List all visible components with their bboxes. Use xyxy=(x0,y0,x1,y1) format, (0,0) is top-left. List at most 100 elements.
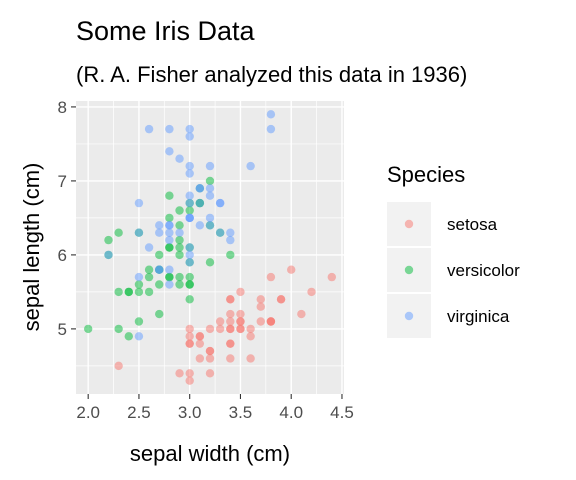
virginica-point xyxy=(165,221,174,230)
versicolor-point xyxy=(124,287,133,297)
legend-swatch-setosa xyxy=(404,219,414,229)
virginica-point xyxy=(185,250,194,260)
setosa-point xyxy=(266,272,276,282)
virginica-point xyxy=(226,228,235,237)
versicolor-point xyxy=(175,272,184,282)
virginica-point xyxy=(195,198,205,208)
setosa-point xyxy=(175,369,184,378)
y-axis-ticks: 5 6 7 8 xyxy=(58,98,76,339)
virginica-point xyxy=(134,272,144,282)
versicolor-point xyxy=(165,191,174,200)
setosa-point xyxy=(215,317,225,326)
versicolor-point xyxy=(185,280,194,289)
versicolor-point xyxy=(205,258,215,267)
virginica-point xyxy=(165,235,174,245)
legend-label-setosa: setosa xyxy=(447,215,498,234)
setosa-point xyxy=(276,295,286,304)
setosa-point xyxy=(256,302,265,311)
legend: Species setosa versicolor virginica xyxy=(387,162,520,338)
virginica-point xyxy=(205,213,215,223)
virginica-point xyxy=(165,228,174,237)
virginica-point xyxy=(266,124,276,134)
versicolor-point xyxy=(144,265,154,274)
setosa-point xyxy=(256,317,265,326)
versicolor-point xyxy=(134,317,144,326)
virginica-point xyxy=(185,243,194,252)
virginica-point xyxy=(205,161,215,171)
chart-title: Some Iris Data xyxy=(76,16,256,46)
virginica-point xyxy=(144,124,154,134)
setosa-point xyxy=(205,346,215,356)
versicolor-point xyxy=(155,250,164,260)
setosa-point xyxy=(236,309,245,319)
virginica-point xyxy=(246,161,255,171)
versicolor-point xyxy=(165,243,174,252)
versicolor-point xyxy=(134,287,144,297)
setosa-point xyxy=(226,295,235,304)
virginica-point xyxy=(205,184,215,193)
versicolor-point xyxy=(114,228,123,237)
virginica-point xyxy=(134,198,144,208)
virginica-point xyxy=(175,228,184,237)
y-axis-title: sepal length (cm) xyxy=(19,163,44,332)
virginica-point xyxy=(195,221,205,230)
versicolor-point xyxy=(124,332,133,341)
virginica-point xyxy=(165,147,174,156)
versicolor-point xyxy=(165,213,174,223)
x-tick-label: 4.5 xyxy=(330,403,354,422)
versicolor-point xyxy=(175,221,184,230)
virginica-point xyxy=(134,332,144,341)
virginica-point xyxy=(185,161,194,171)
versicolor-point xyxy=(175,250,184,260)
virginica-point xyxy=(215,198,225,208)
virginica-point xyxy=(155,221,164,230)
versicolor-point xyxy=(175,235,184,245)
grid-minor xyxy=(76,101,344,394)
setosa-point xyxy=(246,332,255,341)
setosa-point xyxy=(185,324,194,334)
setosa-point xyxy=(185,339,194,348)
versicolor-point xyxy=(175,206,184,215)
setosa-point xyxy=(215,324,225,334)
setosa-point xyxy=(195,332,205,341)
versicolor-point xyxy=(175,243,184,252)
setosa-point xyxy=(246,354,255,363)
virginica-point xyxy=(165,280,174,289)
versicolor-point xyxy=(144,272,154,282)
setosa-point xyxy=(205,324,215,334)
virginica-point xyxy=(134,228,144,237)
virginica-point xyxy=(165,124,174,134)
x-tick-label: 3.5 xyxy=(229,403,253,422)
virginica-point xyxy=(205,191,215,200)
setosa-point xyxy=(236,287,245,297)
legend-swatch-virginica xyxy=(404,311,414,321)
versicolor-point xyxy=(134,280,144,289)
versicolor-point xyxy=(185,272,194,282)
virginica-point xyxy=(185,191,194,200)
setosa-point xyxy=(205,369,215,378)
legend-label-virginica: virginica xyxy=(447,307,510,326)
setosa-point xyxy=(185,376,194,385)
x-axis-title: sepal width (cm) xyxy=(130,441,290,466)
x-axis-ticks: 2.0 2.5 3.0 3.5 4.0 4.5 xyxy=(76,394,354,422)
setosa-point xyxy=(256,295,265,304)
setosa-point xyxy=(236,317,245,326)
versicolor-point xyxy=(155,309,164,319)
virginica-point xyxy=(226,235,235,245)
versicolor-point xyxy=(114,287,123,297)
versicolor-point xyxy=(205,176,215,186)
virginica-point xyxy=(155,228,164,237)
x-tick-label: 2.0 xyxy=(76,403,100,422)
versicolor-point xyxy=(226,250,235,260)
setosa-point xyxy=(185,332,194,341)
x-tick-label: 4.0 xyxy=(279,403,303,422)
setosa-point xyxy=(266,317,276,326)
chart-subtitle: (R. A. Fisher analyzed this data in 1936… xyxy=(76,62,467,87)
versicolor-point xyxy=(175,280,184,289)
versicolor-point xyxy=(104,235,113,245)
setosa-point xyxy=(236,324,245,334)
plot-panel xyxy=(76,101,344,394)
virginica-point xyxy=(144,243,154,252)
x-tick-label: 2.5 xyxy=(127,403,151,422)
